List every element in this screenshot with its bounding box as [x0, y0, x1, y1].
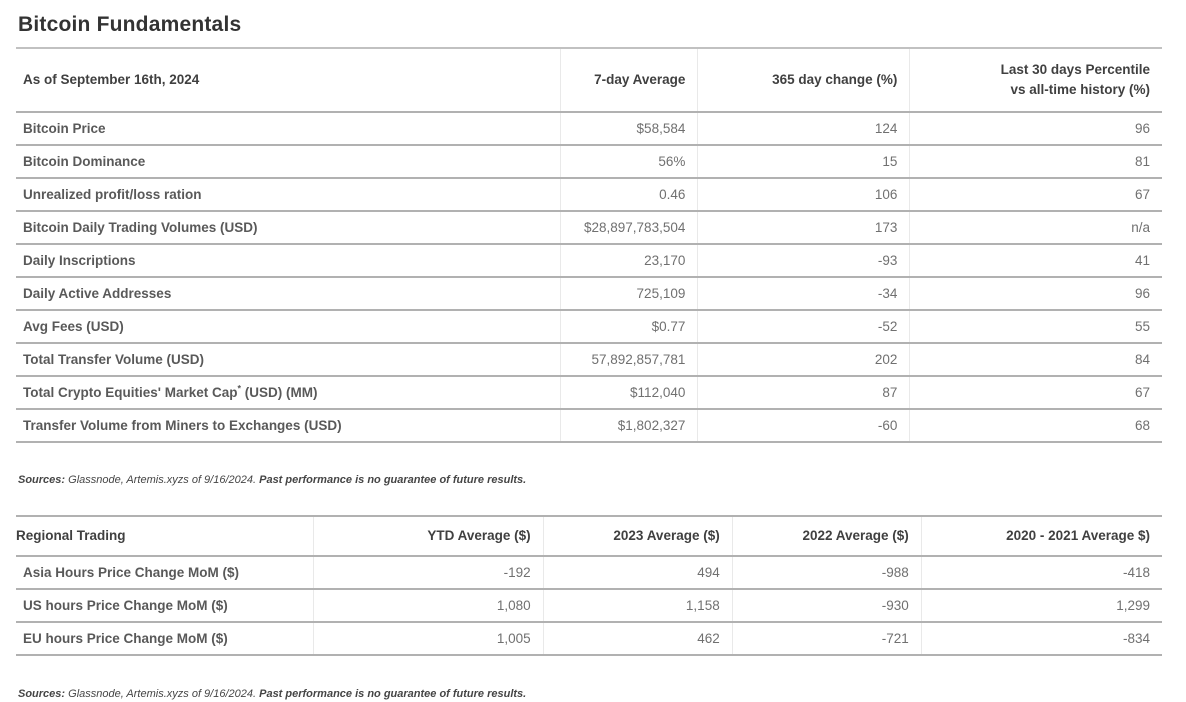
metric-label: Unrealized profit/loss ration	[16, 178, 561, 212]
metric-percentile: 67	[909, 376, 1162, 410]
region-label: US hours Price Change MoM ($)	[16, 589, 314, 623]
footnote-asterisk: *	[237, 383, 242, 394]
metric-365day-change: 202	[697, 343, 910, 377]
region-2023-avg: 462	[542, 622, 733, 656]
col-header-percentile-line2: vs all-time history (%)	[1010, 82, 1150, 97]
metric-label: Bitcoin Dominance	[16, 145, 561, 179]
sources-body: Glassnode, Artemis.xyzs of 9/16/2024.	[65, 474, 260, 486]
table-row: Avg Fees (USD) $0.77 -52 55	[16, 310, 1162, 344]
table-row: Asia Hours Price Change MoM ($) -192 494…	[16, 556, 1162, 590]
metric-label: Bitcoin Daily Trading Volumes (USD)	[16, 211, 561, 245]
metric-7day-avg: 0.46	[559, 178, 698, 212]
metric-365day-change: -60	[697, 409, 910, 443]
table-row: Total Crypto Equities' Market Cap* (USD)…	[16, 376, 1162, 410]
sources-prefix: Sources:	[18, 474, 66, 486]
region-2020-2021-avg: 1,299	[920, 589, 1162, 623]
table-row: Bitcoin Daily Trading Volumes (USD) $28,…	[16, 211, 1162, 245]
metric-percentile: 84	[909, 343, 1162, 377]
metric-7day-avg: $1,802,327	[559, 409, 698, 443]
col-header-regional-trading: Regional Trading	[16, 515, 314, 557]
table-row: Transfer Volume from Miners to Exchanges…	[16, 409, 1162, 443]
region-ytd-avg: 1,080	[313, 589, 544, 623]
metric-label: Daily Inscriptions	[16, 244, 561, 278]
sources-note: Sources: Glassnode, Artemis.xyzs of 9/16…	[18, 473, 1162, 488]
col-header-2020-2021-average: 2020 - 2021 Average $)	[920, 515, 1162, 557]
bitcoin-fundamentals-table: As of September 16th, 2024 7-day Average…	[16, 49, 1162, 443]
metric-7day-avg: 23,170	[559, 244, 698, 278]
metric-365day-change: 106	[697, 178, 910, 212]
past-performance-disclaimer: Past performance is no guarantee of futu…	[259, 474, 527, 486]
region-2023-avg: 494	[542, 556, 733, 590]
sources-prefix: Sources:	[18, 688, 66, 700]
col-header-percentile: Last 30 days Percentile vs all-time hist…	[909, 49, 1162, 113]
col-header-2023-average: 2023 Average ($)	[542, 515, 733, 557]
region-label: Asia Hours Price Change MoM ($)	[16, 556, 314, 590]
report-page: Bitcoin Fundamentals As of September 16t…	[16, 13, 1162, 702]
metric-label: Total Crypto Equities' Market Cap* (USD)…	[16, 376, 561, 410]
fundamentals-header-row: As of September 16th, 2024 7-day Average…	[16, 49, 1162, 113]
region-ytd-avg: -192	[313, 556, 544, 590]
metric-label: Transfer Volume from Miners to Exchanges…	[16, 409, 561, 443]
region-ytd-avg: 1,005	[313, 622, 544, 656]
metric-365day-change: 173	[697, 211, 910, 245]
metric-7day-avg: 56%	[559, 145, 698, 179]
regional-trading-table: Regional Trading YTD Average ($) 2023 Av…	[16, 515, 1162, 656]
metric-365day-change: -34	[697, 277, 910, 311]
col-header-365day-change: 365 day change (%)	[697, 49, 910, 113]
metric-label: Total Transfer Volume (USD)	[16, 343, 561, 377]
metric-7day-avg: $112,040	[559, 376, 698, 410]
metric-label: Bitcoin Price	[16, 112, 561, 146]
col-header-ytd-average: YTD Average ($)	[313, 515, 544, 557]
table-row: EU hours Price Change MoM ($) 1,005 462 …	[16, 622, 1162, 656]
page-title: Bitcoin Fundamentals	[16, 13, 1162, 49]
metric-label: Avg Fees (USD)	[16, 310, 561, 344]
table-row: Daily Active Addresses 725,109 -34 96	[16, 277, 1162, 311]
col-header-7day-average: 7-day Average	[559, 49, 698, 113]
region-2022-avg: -988	[731, 556, 922, 590]
table-row: Bitcoin Price $58,584 124 96	[16, 112, 1162, 146]
region-2020-2021-avg: -418	[920, 556, 1162, 590]
table-row: Daily Inscriptions 23,170 -93 41	[16, 244, 1162, 278]
metric-percentile: 67	[909, 178, 1162, 212]
table-row: Unrealized profit/loss ration 0.46 106 6…	[16, 178, 1162, 212]
past-performance-disclaimer: Past performance is no guarantee of futu…	[259, 688, 527, 700]
metric-7day-avg: 725,109	[559, 277, 698, 311]
metric-365day-change: -52	[697, 310, 910, 344]
metric-7day-avg: $0.77	[559, 310, 698, 344]
regional-header-row: Regional Trading YTD Average ($) 2023 Av…	[16, 515, 1162, 557]
col-header-as-of-date: As of September 16th, 2024	[16, 49, 561, 113]
metric-percentile: 41	[909, 244, 1162, 278]
sources-note: Sources: Glassnode, Artemis.xyzs of 9/16…	[18, 687, 1162, 702]
region-2023-avg: 1,158	[542, 589, 733, 623]
region-2022-avg: -930	[731, 589, 922, 623]
metric-365day-change: 124	[697, 112, 910, 146]
metric-label: Daily Active Addresses	[16, 277, 561, 311]
region-2022-avg: -721	[731, 622, 922, 656]
metric-percentile: n/a	[909, 211, 1162, 245]
metric-7day-avg: $28,897,783,504	[559, 211, 698, 245]
metric-365day-change: -93	[697, 244, 910, 278]
metric-percentile: 55	[909, 310, 1162, 344]
metric-7day-avg: 57,892,857,781	[559, 343, 698, 377]
table-row: Bitcoin Dominance 56% 15 81	[16, 145, 1162, 179]
metric-percentile: 96	[909, 277, 1162, 311]
region-2020-2021-avg: -834	[920, 622, 1162, 656]
metric-percentile: 81	[909, 145, 1162, 179]
metric-7day-avg: $58,584	[559, 112, 698, 146]
metric-percentile: 68	[909, 409, 1162, 443]
metric-365day-change: 15	[697, 145, 910, 179]
region-label: EU hours Price Change MoM ($)	[16, 622, 314, 656]
sources-body: Glassnode, Artemis.xyzs of 9/16/2024.	[65, 688, 260, 700]
table-row: Total Transfer Volume (USD) 57,892,857,7…	[16, 343, 1162, 377]
col-header-percentile-line1: Last 30 days Percentile	[1000, 62, 1150, 77]
col-header-2022-average: 2022 Average ($)	[731, 515, 922, 557]
table-row: US hours Price Change MoM ($) 1,080 1,15…	[16, 589, 1162, 623]
metric-365day-change: 87	[697, 376, 910, 410]
metric-percentile: 96	[909, 112, 1162, 146]
